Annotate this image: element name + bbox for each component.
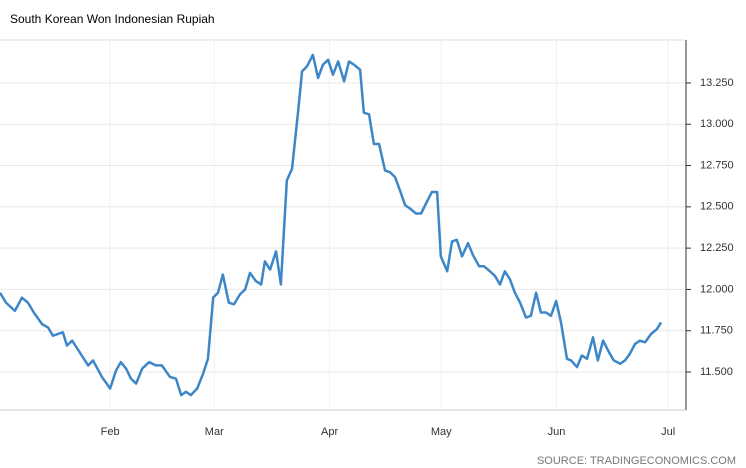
x-tick-label: Jul bbox=[661, 426, 675, 438]
source-note: SOURCE: TRADINGECONOMICS.COM bbox=[537, 455, 736, 467]
x-tick-label: Apr bbox=[321, 426, 338, 438]
x-tick-label: Feb bbox=[101, 426, 120, 438]
y-tick-label: 11.750 bbox=[700, 325, 733, 337]
x-tick-label: Jun bbox=[548, 426, 566, 438]
y-tick-label: 12.250 bbox=[700, 242, 734, 254]
y-tick-label: 13.000 bbox=[700, 118, 734, 130]
y-tick-label: 12.000 bbox=[700, 283, 734, 295]
chart-title: South Korean Won Indonesian Rupiah bbox=[10, 12, 215, 26]
x-tick-label: May bbox=[431, 426, 452, 438]
data-line bbox=[0, 53, 663, 397]
x-tick-label: Mar bbox=[205, 426, 224, 438]
y-tick-label: 12.750 bbox=[700, 159, 734, 171]
y-tick-label: 13.250 bbox=[700, 77, 734, 89]
y-tick-label: 11.500 bbox=[700, 366, 733, 378]
y-tick-label: 12.500 bbox=[700, 201, 734, 213]
